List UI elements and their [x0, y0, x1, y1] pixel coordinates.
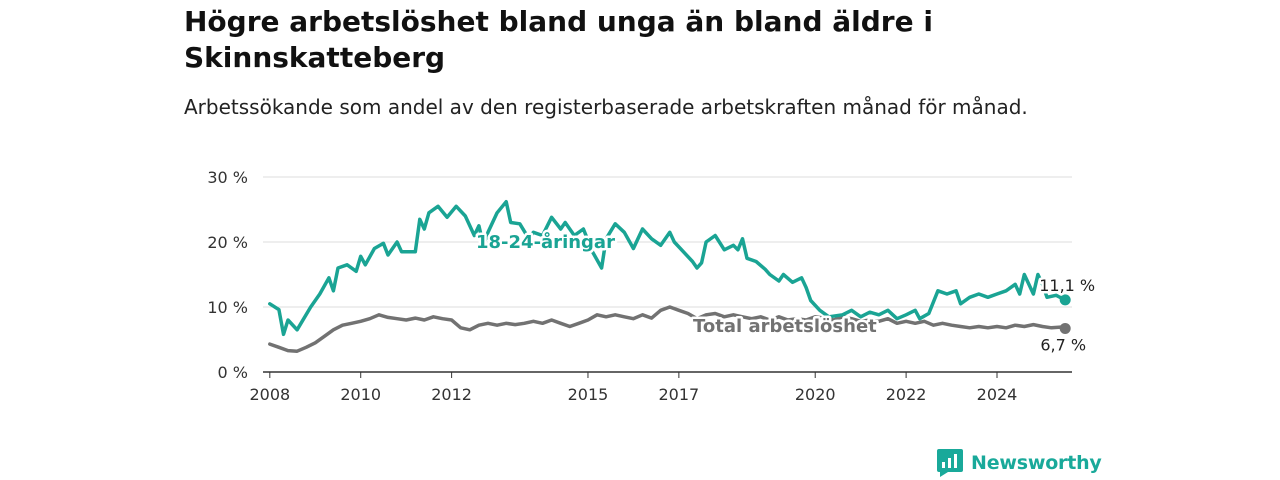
series-lines — [268, 199, 1071, 353]
line-chart: 0 % 10 % 20 % 30 % 2008 2010 2012 2015 2017 2020… — [207, 168, 1098, 404]
series-line — [268, 305, 1067, 353]
x-tick-label: 2015 — [568, 385, 609, 404]
x-tick-label: 2012 — [431, 385, 472, 404]
chart-title: Högre arbetslöshet bland unga än bland ä… — [184, 5, 933, 74]
end-value-label-total: 6,7 % — [1040, 335, 1086, 354]
series-label-youth: 18-24-åringar — [476, 231, 615, 253]
x-tick-label: 2020 — [795, 385, 836, 404]
x-tick-label: 2024 — [977, 385, 1018, 404]
series-label-total-halo: Total arbetslöshet — [693, 316, 877, 337]
newsworthy-logo-icon — [937, 449, 963, 477]
end-value-label-youth-halo: 11,1 % — [1039, 276, 1095, 295]
x-tick-label: 2022 — [886, 385, 927, 404]
y-tick-label: 30 % — [207, 168, 248, 187]
y-tick-label: 20 % — [207, 233, 248, 252]
newsworthy-logo: Newsworthy — [937, 448, 1102, 478]
y-tick-label: 0 % — [218, 363, 248, 382]
series-label-youth-halo: 18-24-åringar — [476, 231, 615, 253]
x-tick-label: 2010 — [340, 385, 381, 404]
end-value-label-youth: 11,1 % — [1039, 276, 1095, 295]
series-end-point — [1059, 322, 1071, 334]
y-tick-label: 10 % — [207, 298, 248, 317]
x-tick-label: 2008 — [249, 385, 290, 404]
series-label-total: Total arbetslöshet — [693, 316, 877, 337]
brand-name: Newsworthy — [971, 452, 1102, 474]
series-end-point — [1059, 294, 1071, 306]
x-axis: 2008 2010 2012 2015 2017 2020 2022 2024 — [249, 371, 1072, 404]
x-tick-label: 2017 — [659, 385, 700, 404]
end-value-label-total-halo: 6,7 % — [1040, 335, 1086, 354]
chart-subtitle: Arbetssökande som andel av den registerb… — [184, 95, 1028, 119]
y-axis-labels: 0 % 10 % 20 % 30 % — [207, 168, 248, 382]
series-line — [268, 199, 1067, 337]
